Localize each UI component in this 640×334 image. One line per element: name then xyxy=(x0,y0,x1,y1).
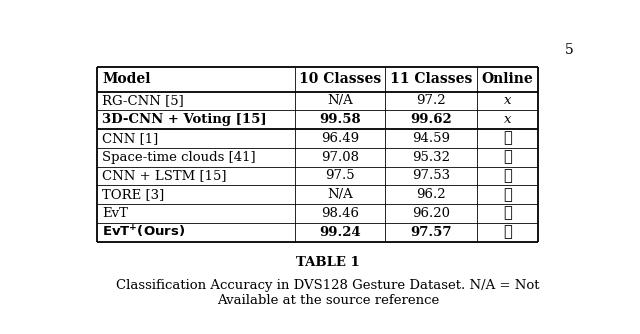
Text: ✓: ✓ xyxy=(503,188,511,202)
Text: 96.2: 96.2 xyxy=(416,188,445,201)
Text: 97.2: 97.2 xyxy=(416,95,445,108)
Text: x: x xyxy=(504,113,511,126)
Text: CNN + LSTM [15]: CNN + LSTM [15] xyxy=(102,169,227,182)
Text: 94.59: 94.59 xyxy=(412,132,450,145)
Text: 96.20: 96.20 xyxy=(412,207,450,220)
Text: 99.24: 99.24 xyxy=(319,226,361,239)
Text: TORE [3]: TORE [3] xyxy=(102,188,164,201)
Text: 97.5: 97.5 xyxy=(325,169,355,182)
Text: EvT: EvT xyxy=(102,207,128,220)
Text: 99.58: 99.58 xyxy=(319,113,361,126)
Text: 98.46: 98.46 xyxy=(321,207,359,220)
Text: CNN [1]: CNN [1] xyxy=(102,132,159,145)
Text: 96.49: 96.49 xyxy=(321,132,359,145)
Text: ✓: ✓ xyxy=(503,169,511,183)
Text: 97.08: 97.08 xyxy=(321,151,359,164)
Text: 97.53: 97.53 xyxy=(412,169,450,182)
Text: Space-time clouds [41]: Space-time clouds [41] xyxy=(102,151,256,164)
Text: TABLE 1: TABLE 1 xyxy=(296,256,360,269)
Text: x: x xyxy=(504,95,511,108)
Text: N/A: N/A xyxy=(327,95,353,108)
Text: 5: 5 xyxy=(564,43,573,57)
Text: ✓: ✓ xyxy=(503,225,511,239)
Text: 11 Classes: 11 Classes xyxy=(390,72,472,86)
Text: RG-CNN [5]: RG-CNN [5] xyxy=(102,95,184,108)
Text: Classification Accuracy in DVS128 Gesture Dataset. N/A = Not
Available at the so: Classification Accuracy in DVS128 Gestur… xyxy=(116,279,540,307)
Text: 97.57: 97.57 xyxy=(410,226,451,239)
Text: 3D-CNN + Voting [15]: 3D-CNN + Voting [15] xyxy=(102,113,267,126)
Text: $\mathbf{EvT}^{\mathbf{+}}\mathbf{(Ours)}$: $\mathbf{EvT}^{\mathbf{+}}\mathbf{(Ours)… xyxy=(102,224,186,240)
Text: Model: Model xyxy=(102,72,151,86)
Text: 95.32: 95.32 xyxy=(412,151,450,164)
Text: 99.62: 99.62 xyxy=(410,113,452,126)
Text: 10 Classes: 10 Classes xyxy=(299,72,381,86)
Text: ✓: ✓ xyxy=(503,206,511,220)
Text: ✓: ✓ xyxy=(503,150,511,164)
Text: Online: Online xyxy=(481,72,533,86)
Text: N/A: N/A xyxy=(327,188,353,201)
Text: ✓: ✓ xyxy=(503,132,511,145)
